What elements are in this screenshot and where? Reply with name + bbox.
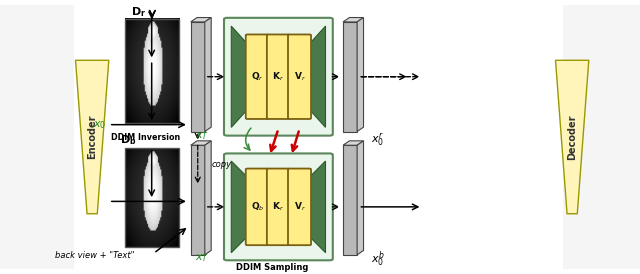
FancyBboxPatch shape xyxy=(288,35,311,119)
Text: Q$_r$: Q$_r$ xyxy=(251,70,264,83)
Bar xyxy=(0,5,74,269)
Polygon shape xyxy=(357,18,364,132)
Text: $\mathbf{D_r}$: $\mathbf{D_r}$ xyxy=(131,5,147,19)
Polygon shape xyxy=(357,141,364,255)
Bar xyxy=(125,19,179,123)
Text: back view + "Text": back view + "Text" xyxy=(55,251,134,260)
FancyBboxPatch shape xyxy=(267,35,290,119)
Text: Decoder: Decoder xyxy=(567,114,577,160)
Polygon shape xyxy=(191,18,211,22)
FancyBboxPatch shape xyxy=(267,169,290,245)
Text: DDIM Inversion: DDIM Inversion xyxy=(111,133,180,142)
Polygon shape xyxy=(191,141,211,145)
FancyBboxPatch shape xyxy=(224,18,333,136)
Text: $x_T$: $x_T$ xyxy=(195,130,209,142)
Polygon shape xyxy=(205,18,211,132)
Polygon shape xyxy=(191,145,205,255)
FancyBboxPatch shape xyxy=(246,169,269,245)
Text: copy: copy xyxy=(211,160,231,169)
Text: K$_r$: K$_r$ xyxy=(273,70,284,83)
Text: $x_0^r$: $x_0^r$ xyxy=(371,132,384,148)
Text: $x_0^b$: $x_0^b$ xyxy=(371,249,385,269)
Polygon shape xyxy=(343,141,364,145)
Polygon shape xyxy=(556,60,589,214)
Polygon shape xyxy=(343,18,364,22)
Bar xyxy=(563,5,640,269)
Bar xyxy=(125,148,179,247)
Text: V$_r$: V$_r$ xyxy=(294,70,305,83)
Text: Encoder: Encoder xyxy=(87,115,97,159)
Polygon shape xyxy=(343,22,357,132)
Text: V$_r$: V$_r$ xyxy=(294,201,305,213)
Polygon shape xyxy=(280,26,326,127)
Text: K$_r$: K$_r$ xyxy=(273,201,284,213)
Polygon shape xyxy=(280,161,326,253)
Text: $\mathbf{D_b}$: $\mathbf{D_b}$ xyxy=(120,133,136,147)
Polygon shape xyxy=(231,161,277,253)
FancyBboxPatch shape xyxy=(224,153,333,260)
Polygon shape xyxy=(231,26,277,127)
Polygon shape xyxy=(191,22,205,132)
Polygon shape xyxy=(205,141,211,255)
Polygon shape xyxy=(76,60,109,214)
Text: Q$_b$: Q$_b$ xyxy=(250,201,264,213)
FancyBboxPatch shape xyxy=(246,35,269,119)
Text: $x_0$: $x_0$ xyxy=(93,119,106,131)
Text: DDIM Sampling: DDIM Sampling xyxy=(236,264,308,272)
Text: $x_T$: $x_T$ xyxy=(195,252,209,264)
FancyBboxPatch shape xyxy=(288,169,311,245)
Polygon shape xyxy=(343,145,357,255)
